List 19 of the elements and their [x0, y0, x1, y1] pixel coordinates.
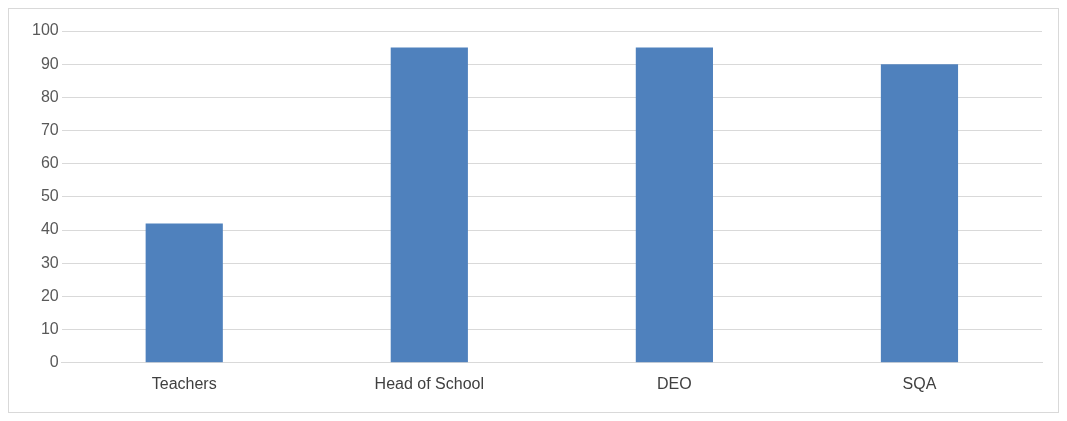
y-tick-label: 30 — [40, 253, 59, 271]
y-tick-label: 10 — [40, 320, 59, 338]
y-tick-label: 40 — [40, 220, 59, 238]
bar — [145, 223, 223, 363]
bar — [390, 47, 468, 363]
x-tick-label: SQA — [902, 374, 937, 392]
x-tick-label: Teachers — [151, 374, 217, 392]
y-tick-label: 60 — [40, 154, 59, 172]
x-tick-label: DEO — [657, 374, 692, 392]
y-tick-label: 100 — [31, 21, 59, 39]
bar — [880, 64, 959, 363]
x-tick-label: Head of School — [374, 374, 485, 392]
bar — [635, 47, 713, 363]
y-tick-label: 80 — [40, 87, 59, 105]
y-tick-label: 90 — [40, 54, 59, 72]
y-tick-label: 70 — [40, 120, 59, 138]
y-tick-label: 50 — [40, 187, 59, 205]
y-tick-label: 20 — [40, 286, 59, 304]
y-tick-label: 0 — [49, 353, 59, 371]
